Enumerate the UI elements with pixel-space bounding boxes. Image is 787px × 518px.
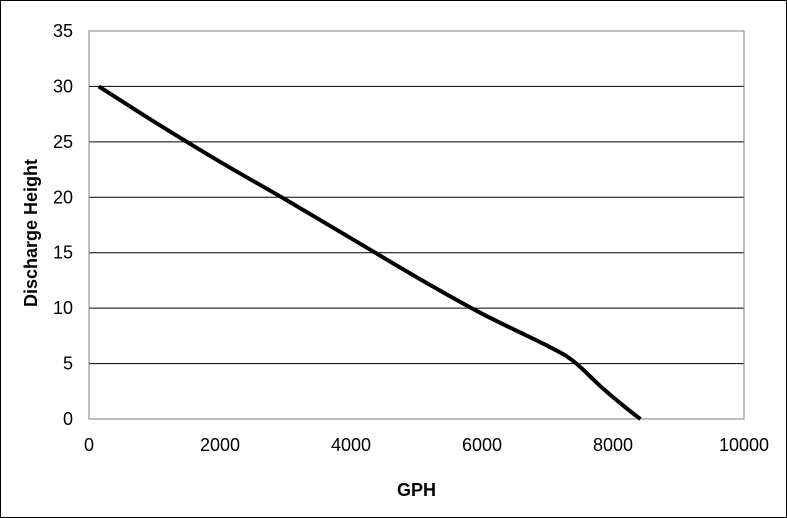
y-tick-label: 25 [53,132,73,152]
gridlines [89,85,744,365]
y-tick-label: 15 [53,243,73,263]
y-axis-title: Discharge Height [21,159,41,307]
x-tick-label: 2000 [200,435,240,455]
y-tick-label: 10 [53,298,73,318]
plot-area [88,30,745,420]
x-tick-label: 10000 [719,435,769,455]
y-tick-label: 35 [53,21,73,41]
series-layer [97,84,642,421]
x-tick-label: 0 [84,435,94,455]
x-tick-label: 6000 [462,435,502,455]
y-tick-label: 20 [53,187,73,207]
y-tick-label: 5 [63,354,73,374]
x-axis-title: GPH [397,480,436,500]
y-tick-label: 0 [63,409,73,429]
x-tick-label: 8000 [593,435,633,455]
tick-labels: 0 5 10 15 20 25 30 35 0 2000 4000 6000 8000 10000 [53,21,769,455]
series-line [97,84,642,421]
x-tick-label: 4000 [331,435,371,455]
y-tick-label: 30 [53,76,73,96]
